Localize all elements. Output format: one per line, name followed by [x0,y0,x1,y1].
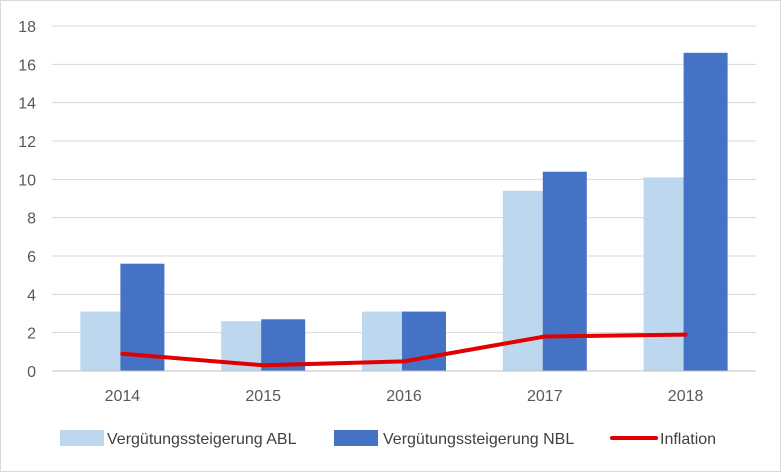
y-tick-label: 14 [18,96,36,113]
y-tick-label: 6 [27,249,36,266]
y-tick-label: 18 [18,19,36,36]
bars [80,52,728,372]
y-tick-label: 8 [27,211,36,228]
x-tick-label: 2017 [527,388,563,405]
y-tick-label: 0 [27,364,36,381]
x-tick-label: 2018 [668,388,704,405]
legend-label-1: Vergütungssteigerung ABL [107,431,297,448]
y-tick-label: 12 [18,134,36,151]
bar-vergütungssteigerung-nbl-2018 [683,52,728,372]
bar-vergütungssteigerung-abl-2014 [80,311,125,371]
line-point-inflation-2015 [261,363,266,368]
legend-swatch-2 [334,430,378,446]
line-point-inflation-2017 [542,334,547,339]
bar-vergütungssteigerung-nbl-2017 [542,171,587,371]
y-tick-label: 4 [27,287,36,304]
y-tick-label: 16 [18,57,36,74]
x-tick-label: 2015 [245,388,281,405]
y-tick-label: 10 [18,172,36,189]
legend-label-3: Inflation [660,431,716,448]
bar-vergütungssteigerung-abl-2018 [643,177,688,371]
legend: Vergütungssteigerung ABL Vergütungssteige… [60,430,716,448]
line-point-inflation-2014 [120,351,125,356]
gridlines [52,25,756,334]
x-tick-label: 2016 [386,388,422,405]
x-axis-ticks: 2014 2015 2016 2017 2018 [105,388,704,405]
line-series [120,332,688,368]
line-point-inflation-2016 [402,359,406,364]
y-axis-ticks: 0 2 4 6 8 10 12 14 16 18 [18,19,36,381]
legend-swatch-1 [60,430,104,446]
legend-label-2: Vergütungssteigerung NBL [383,431,574,448]
x-tick-label: 2014 [105,388,141,405]
line-point-inflation-2018 [683,332,688,337]
y-tick-label: 2 [27,326,36,343]
